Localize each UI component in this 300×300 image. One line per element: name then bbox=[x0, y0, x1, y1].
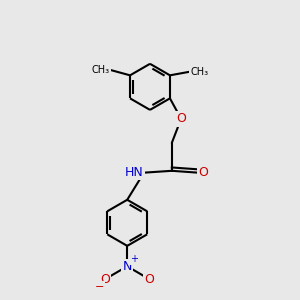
Text: O: O bbox=[198, 166, 208, 179]
Text: N: N bbox=[122, 260, 132, 273]
Text: CH₃: CH₃ bbox=[190, 67, 208, 76]
Text: CH₃: CH₃ bbox=[92, 65, 110, 75]
Text: −: − bbox=[95, 282, 104, 292]
Text: O: O bbox=[100, 273, 110, 286]
Text: +: + bbox=[130, 254, 138, 264]
Text: HN: HN bbox=[125, 166, 144, 179]
Text: O: O bbox=[176, 112, 186, 125]
Text: O: O bbox=[145, 273, 154, 286]
